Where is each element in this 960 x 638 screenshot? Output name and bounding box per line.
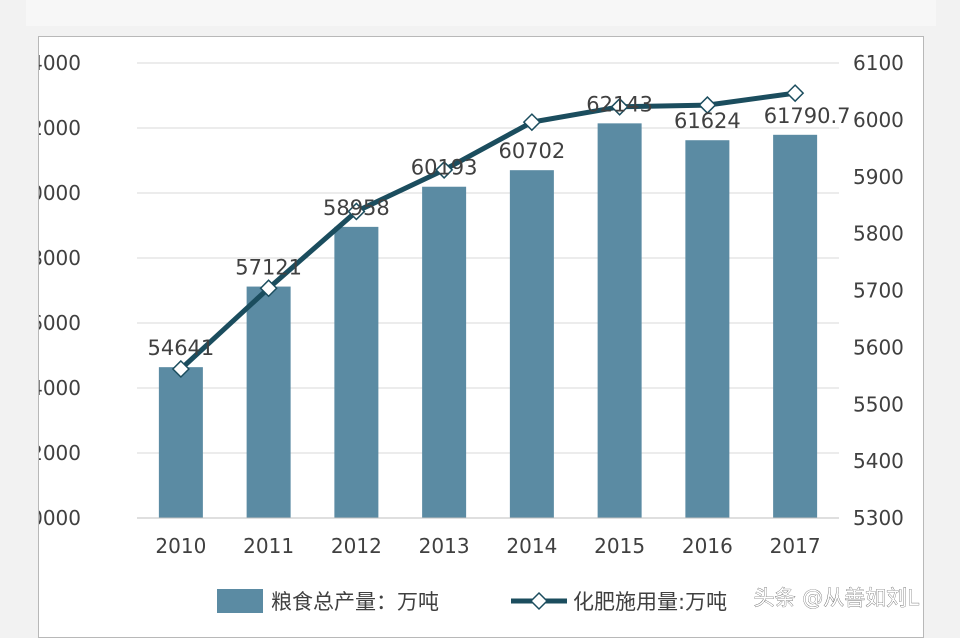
bar-2012: [334, 226, 379, 519]
legend-swatch-bar: [217, 589, 263, 613]
legend-label-bar: 粮食总产量：万吨: [271, 590, 439, 614]
bar-2010: [158, 367, 203, 518]
left-tick-label: 54000: [39, 376, 81, 400]
line-series: [171, 84, 805, 379]
right-tick-label: 5900: [853, 165, 904, 189]
bar-2014: [509, 170, 554, 518]
bar-2013: [422, 186, 467, 519]
left-tick-label: 64000: [39, 51, 81, 75]
bar-data-label: 54641: [147, 336, 214, 360]
bar-series: [158, 123, 818, 519]
chart-svg: 54641 57121 58958 60193 60702 62143 61624 61790…: [39, 51, 920, 614]
left-tick-label: 56000: [39, 311, 81, 335]
line-point-2015: [610, 97, 629, 116]
bar-data-label: 60193: [411, 156, 478, 180]
bar-data-label: 58958: [323, 196, 390, 220]
left-tick-label: 52000: [39, 441, 81, 465]
x-tick-label: 2015: [594, 534, 645, 558]
line-point-2016: [698, 96, 717, 115]
right-tick-label: 5500: [853, 392, 904, 416]
line-path: [179, 90, 796, 371]
x-tick-label: 2011: [243, 534, 294, 558]
bar-data-label: 61624: [674, 109, 741, 133]
bar-2016: [685, 140, 730, 518]
line-point-2012: [347, 202, 366, 221]
bar-2015: [597, 123, 642, 518]
legend: 粮食总产量：万吨 化肥施用量:万吨: [217, 589, 727, 614]
bar-data-label: 57121: [235, 256, 302, 280]
left-tick-label: 50000: [39, 506, 81, 530]
right-tick-label: 5800: [853, 222, 904, 246]
bar-data-label: 62143: [586, 92, 653, 116]
left-tick-label: 62000: [39, 116, 81, 140]
right-tick-label: 5400: [853, 449, 904, 473]
bar-data-label: 61790.7: [764, 104, 851, 128]
x-tick-label: 2016: [682, 534, 733, 558]
x-tick-label: 2017: [770, 534, 821, 558]
line-point-2010: [171, 359, 190, 379]
bar-2011: [246, 286, 291, 518]
line-point-2013: [435, 160, 454, 179]
right-tick-label: 6000: [853, 108, 904, 132]
left-tick-label: 60000: [39, 181, 81, 205]
chart-frame: 54641 57121 58958 60193 60702 62143 61624 61790…: [38, 36, 924, 638]
bar-2017: [773, 134, 818, 518]
data-labels: 54641 57121 58958 60193 60702 62143 61624 61790…: [147, 92, 850, 360]
bar-data-label: 60702: [498, 139, 565, 163]
x-tick-label: 2010: [155, 534, 206, 558]
watermark: 头条 @从善如刘L: [753, 586, 920, 611]
line-point-2011: [259, 279, 278, 298]
right-tick-label: 5600: [853, 335, 904, 359]
line-point-2014: [522, 113, 541, 132]
legend-marker: [529, 591, 549, 611]
x-tick-label: 2012: [331, 534, 382, 558]
legend-label-line: 化肥施用量:万吨: [573, 590, 727, 614]
header-band: [26, 0, 936, 26]
x-tick-label: 2014: [506, 534, 557, 558]
watermark-text: 头条 @从善如刘L: [754, 586, 920, 610]
right-tick-label: 5700: [853, 279, 904, 303]
line-point-2017: [786, 84, 805, 103]
right-tick-label: 5300: [853, 506, 904, 530]
right-tick-label: 6100: [853, 51, 904, 75]
axes: 50000 52000 54000 56000 58000 60000 62000 64000…: [39, 51, 904, 558]
left-tick-label: 58000: [39, 246, 81, 270]
x-tick-label: 2013: [419, 534, 470, 558]
